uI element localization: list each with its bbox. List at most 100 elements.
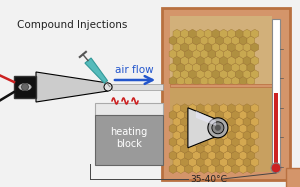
Circle shape <box>22 84 28 91</box>
Polygon shape <box>220 131 227 140</box>
Polygon shape <box>235 70 243 79</box>
Polygon shape <box>224 165 231 174</box>
Bar <box>272 19 280 167</box>
Polygon shape <box>247 137 255 146</box>
Polygon shape <box>200 124 208 133</box>
Polygon shape <box>181 131 189 140</box>
Polygon shape <box>189 56 196 65</box>
Bar <box>162 8 290 180</box>
Polygon shape <box>227 56 235 65</box>
Polygon shape <box>227 104 235 113</box>
Polygon shape <box>235 56 243 65</box>
Polygon shape <box>243 104 251 113</box>
Bar <box>170 87 272 172</box>
Polygon shape <box>200 111 208 119</box>
Polygon shape <box>185 63 193 72</box>
Polygon shape <box>204 131 212 140</box>
Polygon shape <box>177 36 185 45</box>
Polygon shape <box>169 36 177 45</box>
Polygon shape <box>220 56 227 65</box>
Polygon shape <box>251 117 259 126</box>
Polygon shape <box>243 29 251 38</box>
Polygon shape <box>208 111 216 119</box>
Polygon shape <box>189 104 196 113</box>
Polygon shape <box>185 151 193 160</box>
Polygon shape <box>193 76 200 85</box>
Polygon shape <box>247 111 255 119</box>
Text: 35-40°C: 35-40°C <box>190 174 227 183</box>
Polygon shape <box>185 76 193 85</box>
Polygon shape <box>243 56 251 65</box>
Polygon shape <box>247 36 255 45</box>
Polygon shape <box>243 131 251 140</box>
Polygon shape <box>193 137 200 146</box>
Polygon shape <box>204 29 212 38</box>
Polygon shape <box>247 50 255 59</box>
Polygon shape <box>185 137 193 146</box>
Polygon shape <box>235 43 243 52</box>
Polygon shape <box>224 111 231 119</box>
Polygon shape <box>19 87 25 91</box>
Polygon shape <box>173 70 181 79</box>
Polygon shape <box>231 36 239 45</box>
Polygon shape <box>177 63 185 72</box>
Polygon shape <box>181 104 189 113</box>
Polygon shape <box>208 50 216 59</box>
Polygon shape <box>200 137 208 146</box>
Polygon shape <box>243 70 251 79</box>
Polygon shape <box>181 144 189 153</box>
Polygon shape <box>169 124 177 133</box>
Polygon shape <box>212 70 220 79</box>
Polygon shape <box>173 104 181 113</box>
Polygon shape <box>173 29 181 38</box>
Circle shape <box>208 118 228 138</box>
Polygon shape <box>85 58 107 83</box>
Polygon shape <box>208 124 216 133</box>
Polygon shape <box>196 43 204 52</box>
Polygon shape <box>204 117 212 126</box>
Polygon shape <box>196 29 204 38</box>
Polygon shape <box>185 124 193 133</box>
Polygon shape <box>216 63 224 72</box>
Polygon shape <box>204 104 212 113</box>
Polygon shape <box>251 158 259 167</box>
Polygon shape <box>189 131 196 140</box>
Polygon shape <box>243 43 251 52</box>
Polygon shape <box>208 63 216 72</box>
Polygon shape <box>239 165 247 174</box>
Polygon shape <box>251 43 259 52</box>
Polygon shape <box>189 70 196 79</box>
Polygon shape <box>25 87 31 91</box>
Polygon shape <box>216 151 224 160</box>
Polygon shape <box>251 104 259 113</box>
Polygon shape <box>251 131 259 140</box>
Polygon shape <box>200 76 208 85</box>
Polygon shape <box>193 124 200 133</box>
Polygon shape <box>220 158 227 167</box>
Polygon shape <box>177 76 185 85</box>
Polygon shape <box>220 29 227 38</box>
Polygon shape <box>200 50 208 59</box>
Polygon shape <box>227 43 235 52</box>
Polygon shape <box>181 56 189 65</box>
Polygon shape <box>204 158 212 167</box>
Polygon shape <box>227 144 235 153</box>
Polygon shape <box>204 70 212 79</box>
Polygon shape <box>196 104 204 113</box>
Polygon shape <box>212 144 220 153</box>
Polygon shape <box>216 50 224 59</box>
Polygon shape <box>169 50 177 59</box>
Polygon shape <box>169 151 177 160</box>
Polygon shape <box>208 76 216 85</box>
Polygon shape <box>231 165 239 174</box>
Polygon shape <box>204 144 212 153</box>
Polygon shape <box>231 137 239 146</box>
Polygon shape <box>251 56 259 65</box>
Polygon shape <box>173 117 181 126</box>
Polygon shape <box>220 117 227 126</box>
Bar <box>286 168 300 187</box>
Polygon shape <box>216 137 224 146</box>
Polygon shape <box>189 158 196 167</box>
Polygon shape <box>177 137 185 146</box>
Polygon shape <box>227 29 235 38</box>
